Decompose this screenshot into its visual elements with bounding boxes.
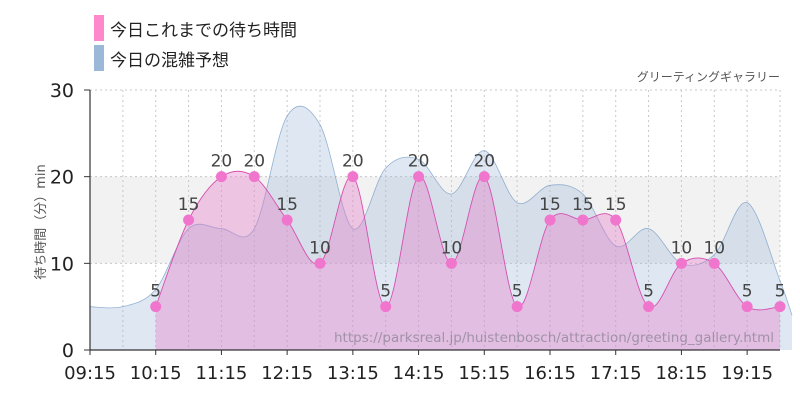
data-point [774,301,786,313]
data-label: 20 [342,152,364,172]
data-point [183,214,195,226]
y-tick-label: 20 [50,167,74,189]
data-label: 10 [441,238,463,258]
data-point [281,214,293,226]
reference-band [90,176,780,264]
data-label: 20 [211,152,233,172]
data-point [445,257,457,269]
data-point [248,171,260,183]
legend-label-actual: 今日これまでの待ち時間 [110,20,297,41]
x-tick-label: 17:15 [590,363,642,384]
data-point [150,301,162,313]
data-point [347,171,359,183]
data-point [215,171,227,183]
data-label: 5 [742,282,753,302]
data-label: 20 [473,152,495,172]
legend-label-forecast: 今日の混雑予想 [110,50,229,71]
legend: 今日これまでの待ち時間 今日の混雑予想 [94,13,297,73]
data-label: 15 [178,195,200,215]
data-point [610,214,622,226]
x-tick-label: 15:15 [458,363,510,384]
y-tick-label: 30 [50,80,74,102]
legend-item-forecast[interactable]: 今日の混雑予想 [94,43,297,73]
data-label: 5 [380,282,391,302]
y-tick-label: 0 [62,340,74,362]
data-point [478,171,490,183]
x-tick-label: 16:15 [524,363,576,384]
data-point [314,257,326,269]
data-label: 5 [643,282,654,302]
data-label: 15 [605,195,627,215]
data-label: 15 [572,195,594,215]
data-point [380,301,392,313]
data-label: 20 [408,152,430,172]
x-tick-label: 19:15 [721,363,773,384]
data-point [577,214,589,226]
data-point [544,214,556,226]
actual-area [155,171,780,350]
chart-title: グリーティングギャラリー [636,70,780,84]
forecast-line [89,105,793,316]
data-point [511,301,523,313]
x-tick-label: 10:15 [130,363,182,384]
data-point [741,301,753,313]
x-tick-label: 09:15 [64,363,116,384]
data-label: 15 [539,195,561,215]
legend-swatch-actual [94,15,104,41]
data-label: 10 [703,238,725,258]
data-point [708,257,720,269]
legend-item-actual[interactable]: 今日これまでの待ち時間 [94,13,297,43]
x-tick-label: 18:15 [655,363,707,384]
y-axis-title: 待ち時間（分）min [34,164,49,280]
legend-swatch-forecast [94,45,104,71]
data-label: 5 [512,282,523,302]
x-tick-label: 12:15 [261,363,313,384]
data-label: 10 [309,238,331,258]
data-label: 15 [276,195,298,215]
data-label: 5 [150,282,161,302]
data-label: 5 [775,282,786,302]
data-point [643,301,655,313]
x-tick-label: 13:15 [327,363,379,384]
data-label: 10 [671,238,693,258]
watermark: https://parksreal.jp/huistenbosch/attrac… [334,330,774,346]
data-label: 20 [243,152,265,172]
x-tick-label: 14:15 [393,363,445,384]
data-point [413,171,425,183]
x-tick-label: 11:15 [195,363,247,384]
forecast-area [90,106,792,351]
y-tick-label: 10 [50,253,74,275]
data-point [675,257,687,269]
